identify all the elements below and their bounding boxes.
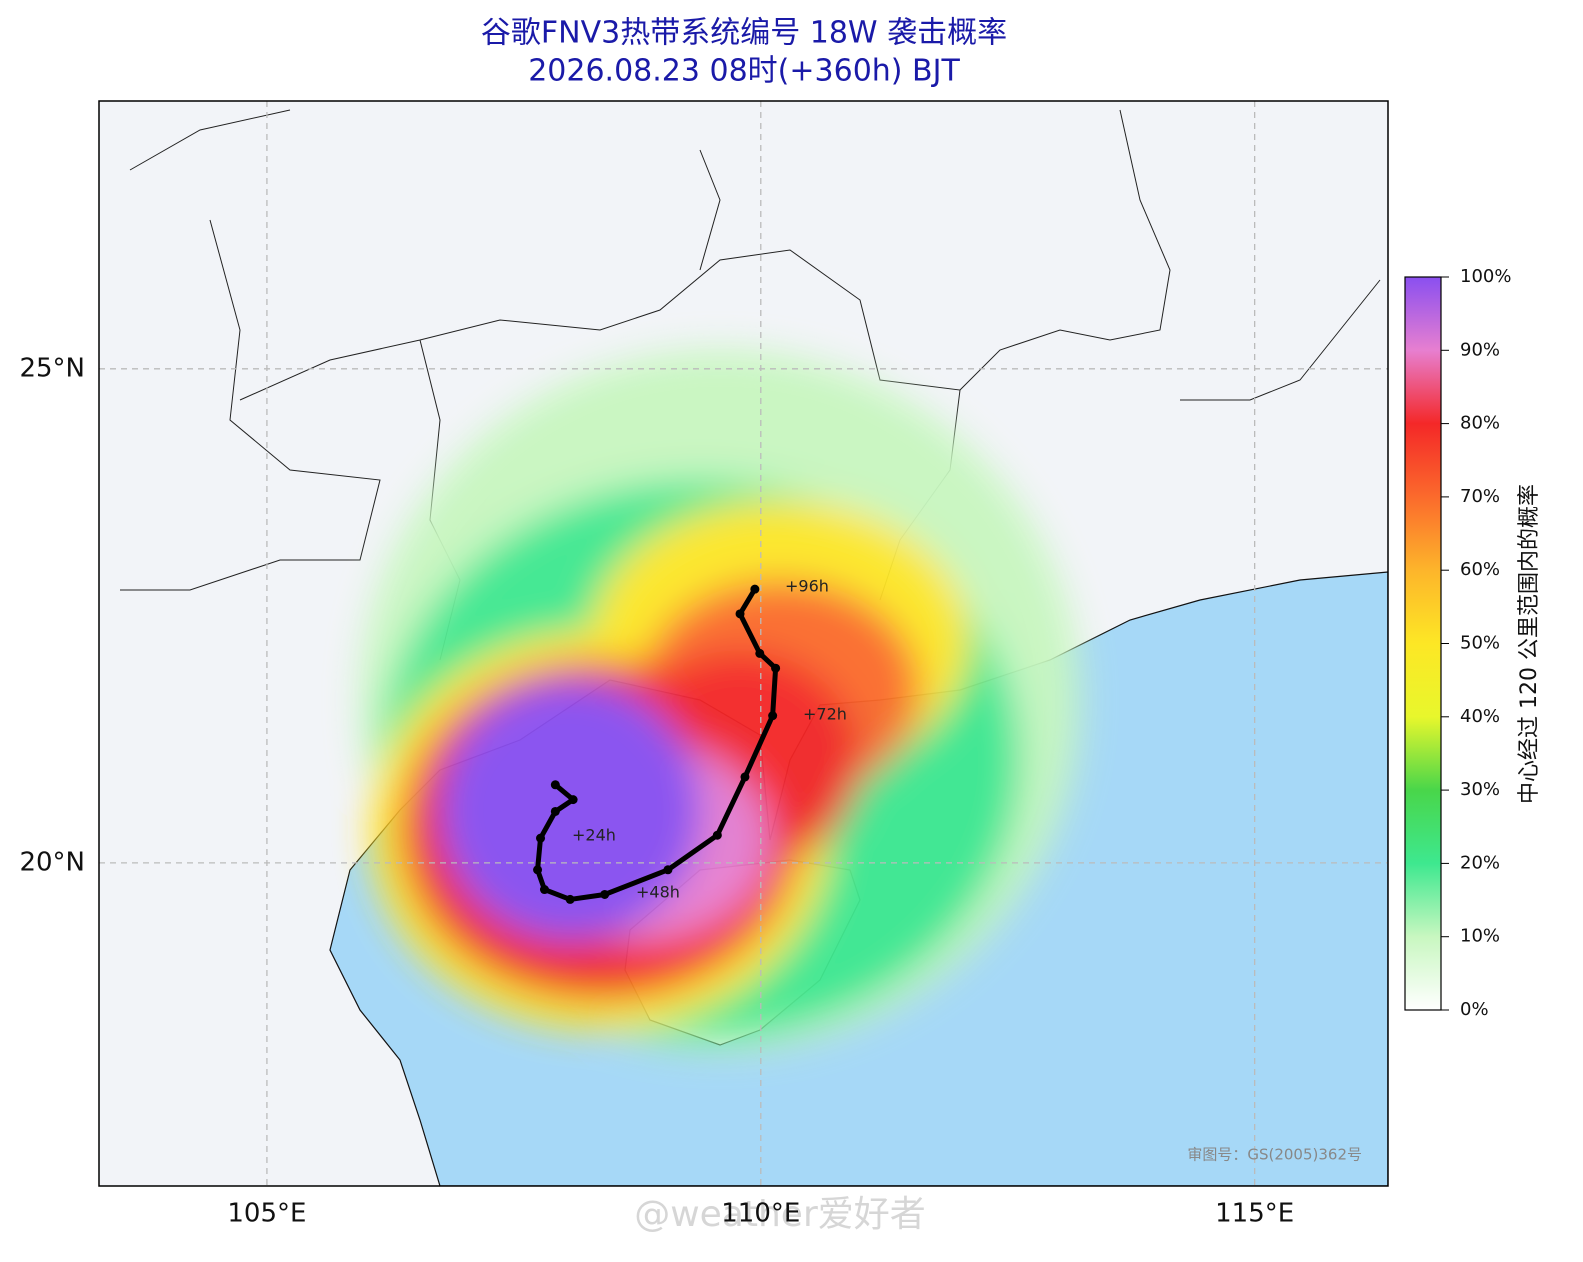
colorbar-tick-label: 90% [1460, 339, 1500, 360]
map-area [99, 101, 1388, 1186]
chart-title: 谷歌FNV3热带系统编号 18W 袭击概率 [481, 16, 1007, 51]
track-annotation: +24h [572, 826, 616, 845]
track-point [755, 648, 765, 658]
colorbar-tick-label: 70% [1460, 486, 1500, 507]
track-point [740, 772, 750, 782]
colorbar-tick-label: 40% [1460, 706, 1500, 727]
colorbar-label: 中心经过 120 公里范围内的概率 [1517, 484, 1542, 804]
map-frame [98, 100, 1389, 1187]
track-annotation: +48h [636, 883, 680, 902]
track-point [600, 889, 610, 899]
track-annotation: +72h [803, 705, 847, 724]
colorbar-tick-label: 0% [1460, 999, 1489, 1020]
x-tick-label: 115°E [1215, 1199, 1294, 1229]
x-tick-label: 110°E [721, 1199, 800, 1229]
track-point [565, 894, 575, 904]
track-point [750, 584, 760, 594]
track-point [768, 711, 778, 721]
track-point [539, 885, 549, 895]
probability-field [360, 350, 1080, 1050]
track-point [550, 780, 560, 790]
credit: 审图号：GS(2005)362号 [1187, 1146, 1362, 1164]
y-tick-label: 25°N [19, 353, 85, 383]
x-tick-label: 105°E [227, 1199, 306, 1229]
track-point [735, 609, 745, 619]
colorbar-tick-label: 20% [1460, 852, 1500, 873]
colorbar-tick-label: 30% [1460, 779, 1500, 800]
colorbar-tick-label: 10% [1460, 926, 1500, 947]
track-point [533, 865, 543, 875]
colorbar-tick-label: 50% [1460, 633, 1500, 654]
track-line [535, 587, 779, 902]
track-point [771, 663, 781, 673]
track-point [568, 795, 578, 805]
track-point [663, 865, 673, 875]
track-annotation: +96h [785, 577, 829, 596]
track-point [712, 830, 722, 840]
y-tick-label: 20°N [19, 847, 85, 877]
colorbar-tick-label: 60% [1460, 559, 1500, 580]
track-point [550, 806, 560, 816]
watermark: @weather爱好者 [634, 1194, 926, 1235]
track-point [536, 833, 546, 843]
chart-subtitle: 2026.08.23 08时(+360h) BJT [528, 54, 960, 89]
colorbar-tick-label: 80% [1460, 413, 1500, 434]
colorbar [1404, 276, 1442, 1011]
colorbar-tick-label: 100% [1460, 266, 1511, 287]
